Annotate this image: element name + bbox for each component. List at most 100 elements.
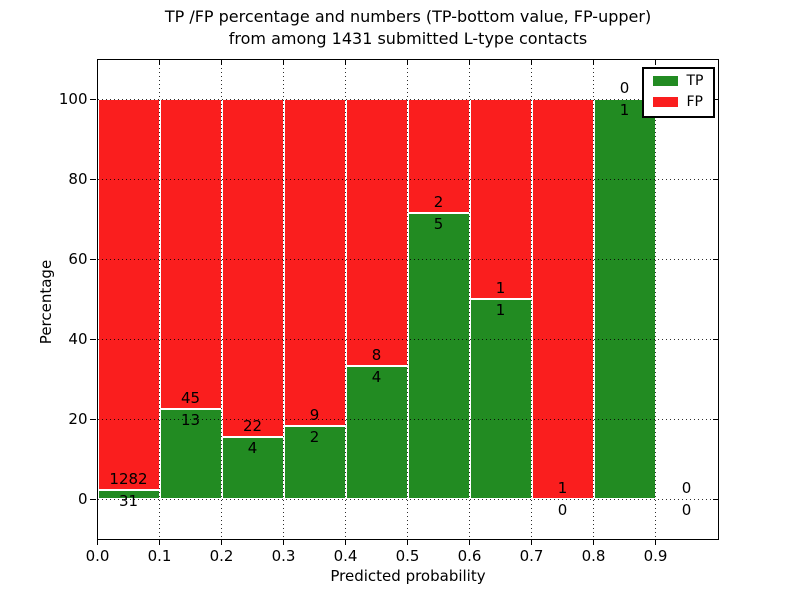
fp-count-label: 0	[619, 79, 630, 97]
legend-entry-fp: FP	[652, 93, 704, 110]
fp-bar	[531, 99, 594, 499]
x-tick-label: 0.0	[85, 546, 110, 565]
x-tick-label: 0.7	[519, 546, 544, 565]
fp-bar	[159, 99, 222, 410]
x-tick	[531, 59, 532, 65]
x-tick-label: 0.1	[147, 546, 172, 565]
x-tick-label: 0.2	[209, 546, 234, 565]
x-tick	[655, 538, 656, 545]
tp-count-label: 5	[433, 215, 444, 234]
tp-count-label: 31	[118, 491, 139, 510]
x-tick	[221, 538, 222, 545]
y-tick	[90, 338, 96, 340]
x-gridline	[531, 59, 532, 539]
x-tick	[469, 538, 470, 545]
tp-count-label: 2	[309, 428, 320, 447]
y-tick	[90, 418, 96, 420]
chart-title-line2: from among 1431 submitted L-type contact…	[228, 29, 588, 48]
fp-count-label: 1	[557, 479, 568, 497]
x-tick	[159, 59, 160, 65]
y-tick-label: 80	[68, 170, 88, 188]
y-tick-label: 40	[68, 330, 88, 348]
x-tick	[345, 538, 346, 545]
tp-bar	[407, 213, 470, 499]
y-axis-label: Percentage	[37, 259, 55, 345]
y-tick	[90, 178, 96, 180]
x-tick	[407, 59, 408, 65]
x-tick	[469, 59, 470, 65]
y-tick-label: 100	[58, 90, 88, 108]
y-tick	[90, 258, 96, 260]
x-gridline	[407, 59, 408, 539]
fp-count-label: 2	[433, 193, 444, 212]
x-gridline	[221, 59, 222, 539]
x-tick	[97, 538, 98, 545]
x-tick	[407, 538, 408, 545]
x-tick-label: 0.8	[581, 546, 606, 565]
x-gridline	[655, 59, 656, 539]
tp-bar	[469, 299, 532, 499]
legend: TP FP	[641, 66, 715, 118]
y-tick	[712, 498, 718, 500]
y-tick	[90, 98, 96, 100]
y-tick-label: 20	[68, 410, 88, 428]
fp-bar	[469, 99, 532, 299]
plot-area: TP FP 0.0 0.1 0.2 0.3 0.4 0.5 0.6 0.7 0.8 0.9 0 20 4…	[59, 58, 719, 565]
fp-bar	[221, 99, 284, 438]
x-tick	[283, 538, 284, 545]
fp-bar	[407, 99, 470, 214]
fp-count-label: 8	[371, 345, 382, 364]
x-tick-label: 0.3	[271, 546, 296, 565]
y-tick	[712, 98, 718, 100]
x-tick	[593, 538, 594, 545]
chart-title: TP /FP percentage and numbers (TP-bottom…	[98, 6, 718, 50]
fp-count-label: 9	[309, 406, 320, 425]
y-tick	[712, 178, 718, 180]
legend-label-tp: TP	[686, 72, 704, 89]
x-tick	[97, 59, 98, 65]
x-tick-label: 0.9	[643, 546, 668, 565]
tp-count-label: 4	[247, 439, 258, 458]
fp-count-label: 22	[242, 417, 263, 436]
tp-count-label: 0	[681, 501, 692, 519]
tp-count-label: 1	[619, 101, 630, 119]
y-tick-label: 0	[77, 490, 88, 508]
chart-title-line1: TP /FP percentage and numbers (TP-bottom…	[164, 7, 652, 26]
fp-bar	[97, 99, 160, 490]
x-tick-label: 0.5	[395, 546, 420, 565]
legend-label-fp: FP	[686, 93, 704, 110]
fp-color-swatch	[652, 97, 678, 107]
fp-count-label: 1282	[109, 469, 148, 488]
y-tick	[712, 338, 718, 340]
fp-count-label: 45	[180, 389, 201, 408]
tp-count-label: 1	[495, 301, 506, 319]
tp-count-label: 0	[557, 501, 568, 519]
x-tick	[655, 59, 656, 65]
fp-count-label: 0	[681, 479, 692, 497]
tp-color-swatch	[652, 76, 678, 86]
tp-count-label: 4	[371, 367, 382, 386]
x-tick	[221, 59, 222, 65]
x-tick-label: 0.4	[333, 546, 358, 565]
tp-bar	[221, 437, 284, 499]
x-tick	[345, 59, 346, 65]
legend-entry-tp: TP	[652, 72, 704, 89]
fp-bar	[345, 99, 408, 366]
y-tick	[90, 498, 96, 500]
x-gridline	[345, 59, 346, 539]
y-tick	[712, 258, 718, 260]
y-tick-label: 60	[68, 250, 88, 268]
x-tick	[593, 59, 594, 65]
x-gridline	[593, 59, 594, 539]
x-gridline	[159, 59, 160, 539]
x-tick	[531, 538, 532, 545]
fp-count-label: 1	[495, 279, 506, 297]
x-tick-label: 0.6	[457, 546, 482, 565]
x-axis-label: Predicted probability	[330, 567, 486, 585]
y-tick	[712, 418, 718, 420]
x-gridline	[469, 59, 470, 539]
fp-bar	[283, 99, 346, 427]
tp-count-label: 13	[180, 411, 201, 430]
x-tick	[159, 538, 160, 545]
